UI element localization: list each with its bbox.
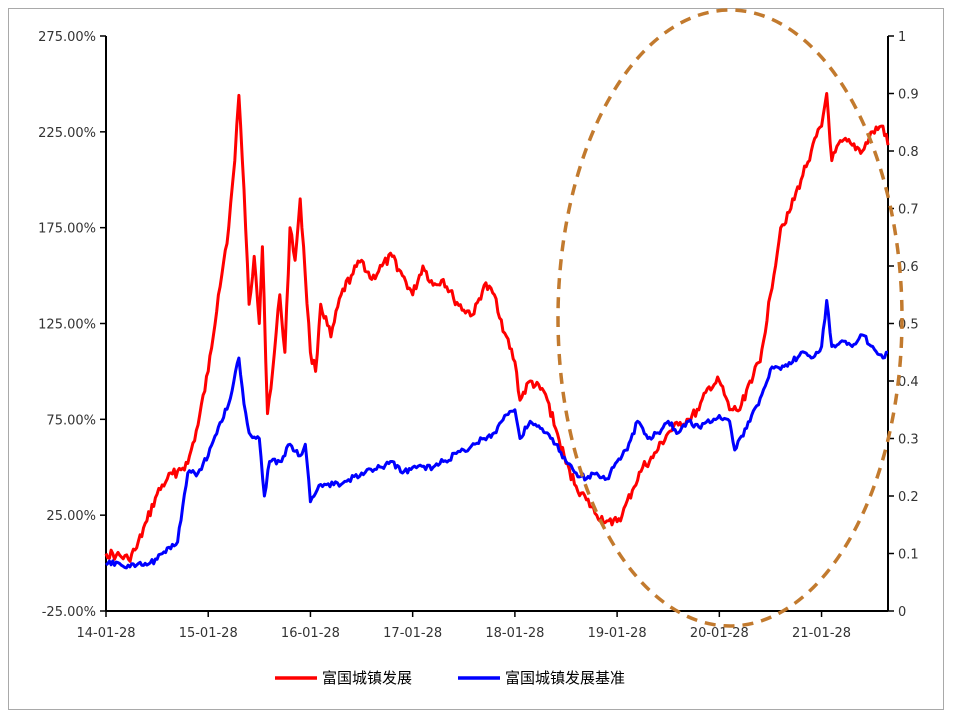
y-left-tick-label: 275.00% <box>38 30 96 45</box>
x-tick-label: 21-01-28 <box>792 626 851 641</box>
y-left-tick-label: 225.00% <box>38 126 96 141</box>
y-left-tick-label: -25.00% <box>42 605 96 620</box>
y-right-tick-label: 0.3 <box>898 433 919 448</box>
y-left-tick-label: 75.00% <box>46 413 96 428</box>
y-right-tick-label: 0.2 <box>898 490 919 505</box>
chart-frame <box>8 8 944 710</box>
y-right-tick-label: 1 <box>898 30 906 45</box>
series-line-benchmark <box>105 299 889 570</box>
legend-label-benchmark: 富国城镇发展基准 <box>505 669 625 687</box>
y-right-tick-label: 0.4 <box>898 375 919 390</box>
x-tick-label: 17-01-28 <box>383 626 442 641</box>
x-tick-label: 15-01-28 <box>179 626 238 641</box>
y-right-tick-label: 0.6 <box>898 260 919 275</box>
x-tick-label: 14-01-28 <box>76 626 135 641</box>
legend-label-fund: 富国城镇发展 <box>322 669 412 687</box>
y-right-tick-label: 0.1 <box>898 548 919 563</box>
y-left-tick-label: 25.00% <box>46 509 96 524</box>
x-tick-label: 16-01-28 <box>281 626 340 641</box>
x-tick-label: 19-01-28 <box>588 626 647 641</box>
y-right-tick-label: 0 <box>898 605 906 620</box>
x-tick-label: 20-01-28 <box>690 626 749 641</box>
y-left-tick-label: 175.00% <box>38 222 96 237</box>
x-tick-label: 18-01-28 <box>485 626 544 641</box>
y-right-tick-label: 0.8 <box>898 145 919 160</box>
y-right-tick-label: 0.7 <box>898 203 919 218</box>
highlight-ellipse <box>556 8 904 628</box>
y-right-tick-label: 0.9 <box>898 88 919 103</box>
y-left-tick-label: 125.00% <box>38 318 96 333</box>
series-line-fund <box>104 92 890 563</box>
